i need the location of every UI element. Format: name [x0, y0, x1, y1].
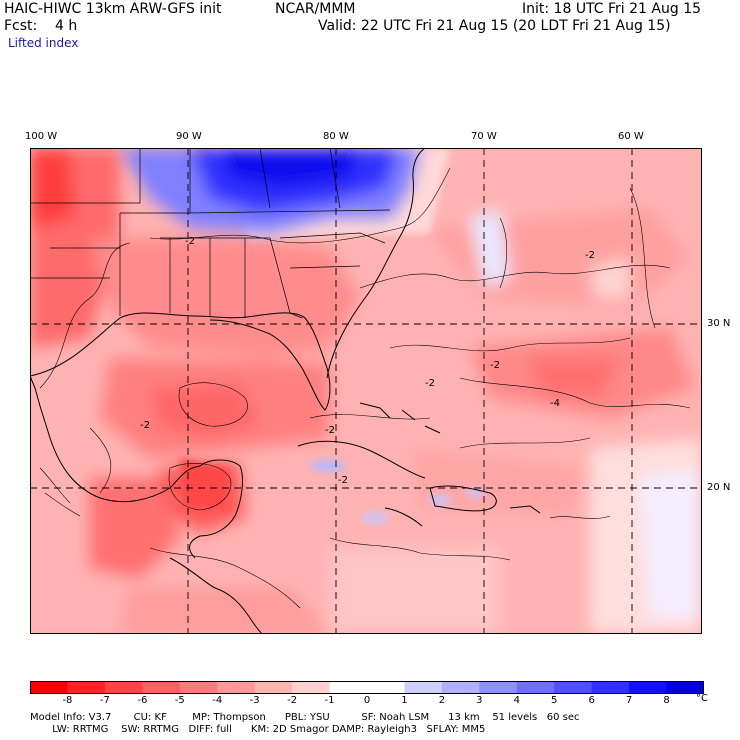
field-name: Lifted index	[8, 36, 79, 50]
model-title: HAIC-HIWC 13km ARW-GFS init	[4, 1, 222, 17]
color-scale-tick-label: 1	[401, 695, 408, 706]
lon-label-80w: 80 W	[323, 131, 349, 142]
color-scale-tick-label: 5	[551, 695, 558, 706]
color-scale-swatch	[554, 681, 593, 694]
color-scale-swatch	[367, 681, 405, 694]
color-scale-tick-label: 7	[625, 695, 633, 706]
color-scale-tick-label: -8	[62, 695, 73, 706]
organization-label: NCAR/MMM	[275, 1, 356, 17]
init-time: Init: 18 UTC Fri 21 Aug 15	[522, 1, 702, 17]
contour-label: -4	[550, 398, 560, 409]
color-scale-swatch	[666, 681, 704, 694]
contour-label: -2	[490, 360, 500, 371]
contour-label: -2	[185, 236, 195, 247]
contour-label: -2	[585, 250, 595, 261]
color-scale-swatch	[217, 681, 256, 694]
forecast-hour: Fcst: 4 h	[4, 18, 78, 34]
lifted-index-shading	[30, 148, 702, 634]
color-scale-tick-label: -6	[137, 695, 148, 706]
valid-time: Valid: 22 UTC Fri 21 Aug 15 (20 LDT Fri …	[318, 18, 671, 34]
contour-label: -2	[325, 425, 335, 436]
color-scale-swatch	[142, 681, 181, 694]
color-scale-swatch	[629, 681, 668, 694]
color-scale-tick-label: 6	[588, 695, 595, 706]
lon-label-90w: 90 W	[176, 131, 202, 142]
coastlines	[30, 148, 541, 634]
lon-label-100w: 100 W	[25, 131, 58, 142]
contour-label: -2	[425, 378, 435, 389]
lon-label-70w: 70 W	[471, 131, 497, 142]
color-scale-tick-label: -7	[99, 695, 110, 706]
color-scale-tick-label: 8	[663, 695, 670, 706]
color-scale-swatch	[441, 681, 480, 694]
color-scale-swatch	[67, 681, 106, 694]
lifted-index-map: -2 -2 -2 -2 -4 -2 -2 -2	[30, 148, 702, 634]
color-scale-tick-label: -3	[249, 695, 260, 706]
color-scale-tick-label: -5	[174, 695, 185, 706]
color-scale-swatch	[179, 681, 218, 694]
color-scale-swatch	[329, 681, 368, 694]
contour-label: -2	[140, 420, 150, 431]
color-scale-tick-label: 4	[513, 695, 520, 706]
color-scale-swatch	[292, 681, 331, 694]
color-scale-tick-label: -4	[212, 695, 223, 706]
model-info-line-1: Model Info: V3.7 CU: KF MP: Thompson PBL…	[30, 712, 580, 723]
contour-label: -2	[338, 475, 348, 486]
color-scale-swatch	[104, 681, 143, 694]
color-scale-tick-label: 3	[476, 695, 483, 706]
model-info-line-2: LW: RRTMG SW: RRTMG DIFF: full KM: 2D Sm…	[30, 724, 486, 735]
map-frame	[30, 148, 702, 634]
color-scale-swatch	[254, 681, 293, 694]
stable-region-shading	[120, 148, 420, 233]
color-scale-tick-label: -2	[287, 695, 298, 706]
color-scale-tick-label: 2	[438, 695, 446, 706]
color-scale-tick-label: -1	[324, 695, 335, 706]
lat-lon-grid	[30, 148, 702, 634]
color-scale-unit: °C	[696, 693, 708, 704]
color-scale-swatch	[30, 681, 68, 694]
color-scale-swatch	[404, 681, 443, 694]
contour-lines	[39, 167, 691, 609]
color-scale-tick-label: 0	[363, 695, 371, 706]
color-scale-swatch	[479, 681, 518, 694]
lat-label-20n: 20 N	[707, 482, 731, 493]
lat-label-30n: 30 N	[707, 318, 731, 329]
color-scale-swatch	[591, 681, 630, 694]
state-borders	[30, 148, 391, 319]
lon-label-60w: 60 W	[618, 131, 644, 142]
color-scale-swatch	[516, 681, 555, 694]
color-scale-bar	[30, 681, 704, 694]
